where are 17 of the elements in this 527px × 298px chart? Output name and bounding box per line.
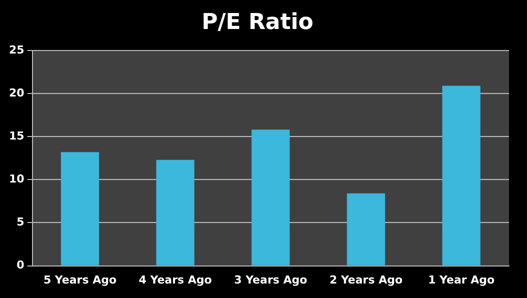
x-tick-label: 2 Years Ago bbox=[329, 273, 403, 286]
chart-title: P/E Ratio bbox=[202, 10, 314, 35]
x-tick-label: 4 Years Ago bbox=[138, 273, 212, 286]
bar bbox=[442, 86, 480, 266]
x-tick-label: 5 Years Ago bbox=[43, 273, 117, 286]
y-tick-label: 5 bbox=[16, 216, 24, 229]
x-tick-label: 1 Year Ago bbox=[428, 273, 496, 286]
x-tick-label: 3 Years Ago bbox=[234, 273, 308, 286]
bar bbox=[252, 130, 290, 266]
y-tick-label: 25 bbox=[8, 43, 24, 56]
y-tick-label: 15 bbox=[8, 129, 24, 142]
bar bbox=[60, 152, 100, 266]
y-tick-label: 0 bbox=[16, 258, 25, 272]
bar bbox=[346, 193, 386, 266]
bar bbox=[156, 160, 194, 266]
y-tick-label: 10 bbox=[8, 172, 25, 186]
y-tick-label: 20 bbox=[8, 86, 25, 100]
